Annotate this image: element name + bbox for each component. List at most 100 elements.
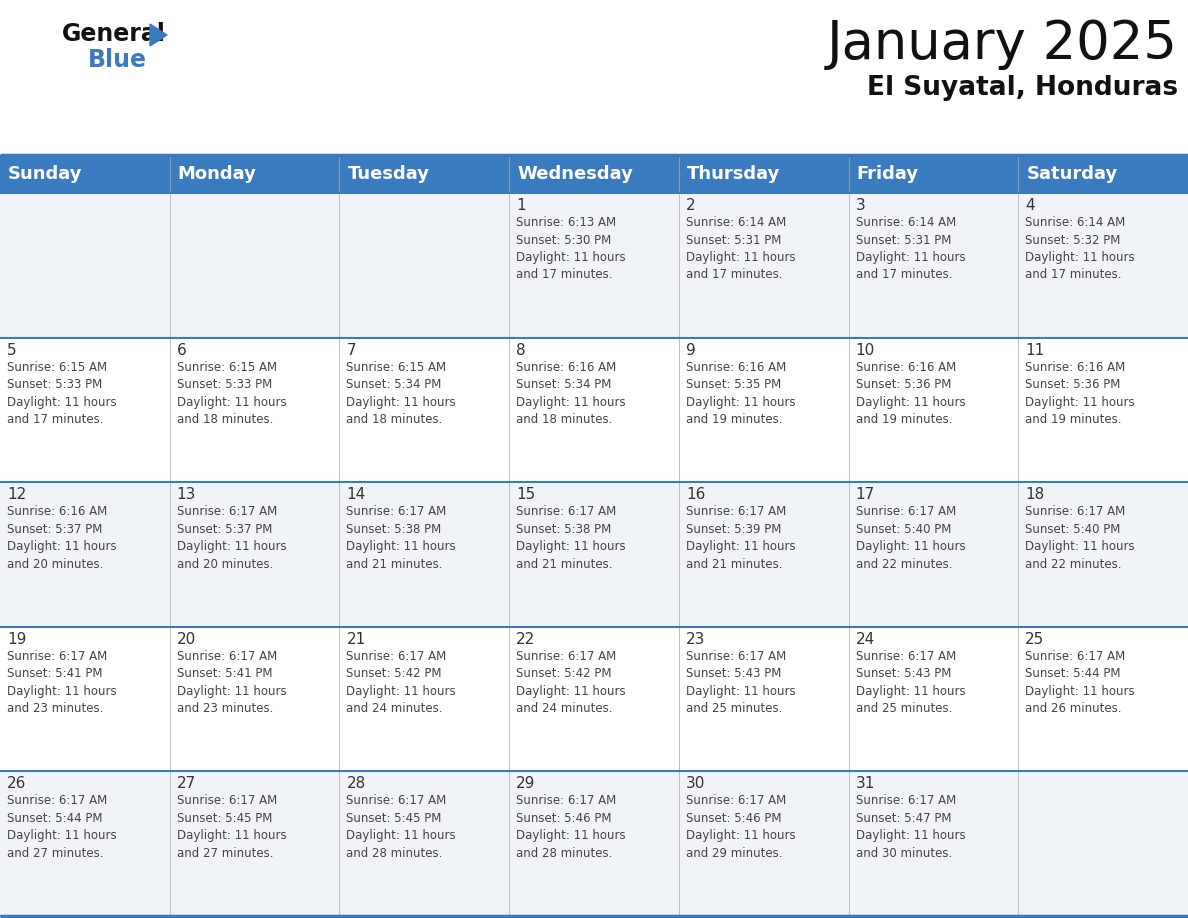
Bar: [340, 771, 510, 916]
Text: January 2025: January 2025: [827, 18, 1178, 70]
Text: Sunrise: 6:17 AM
Sunset: 5:41 PM
Daylight: 11 hours
and 23 minutes.: Sunrise: 6:17 AM Sunset: 5:41 PM Dayligh…: [177, 650, 286, 715]
Text: Sunrise: 6:15 AM
Sunset: 5:33 PM
Daylight: 11 hours
and 17 minutes.: Sunrise: 6:15 AM Sunset: 5:33 PM Dayligh…: [7, 361, 116, 426]
Bar: [1018, 193, 1188, 338]
Bar: [510, 193, 678, 338]
Bar: [1018, 627, 1188, 771]
Bar: [848, 627, 1018, 771]
Text: 20: 20: [177, 632, 196, 647]
Bar: [848, 482, 1018, 627]
Bar: [170, 338, 340, 482]
Bar: [510, 482, 678, 627]
Text: Sunday: Sunday: [8, 165, 82, 183]
Bar: [170, 193, 340, 338]
Text: Sunrise: 6:16 AM
Sunset: 5:36 PM
Daylight: 11 hours
and 19 minutes.: Sunrise: 6:16 AM Sunset: 5:36 PM Dayligh…: [855, 361, 965, 426]
Bar: [678, 771, 848, 916]
Text: 24: 24: [855, 632, 874, 647]
Bar: [1018, 771, 1188, 916]
Bar: [678, 627, 848, 771]
Bar: [848, 193, 1018, 338]
Text: 31: 31: [855, 777, 874, 791]
Bar: [510, 338, 678, 482]
Text: Saturday: Saturday: [1026, 165, 1118, 183]
Text: El Suyatal, Honduras: El Suyatal, Honduras: [867, 75, 1178, 101]
Text: 11: 11: [1025, 342, 1044, 358]
Text: 5: 5: [7, 342, 17, 358]
Text: Sunrise: 6:17 AM
Sunset: 5:43 PM
Daylight: 11 hours
and 25 minutes.: Sunrise: 6:17 AM Sunset: 5:43 PM Dayligh…: [855, 650, 965, 715]
Bar: [0, 627, 170, 771]
Text: 28: 28: [347, 777, 366, 791]
Bar: [848, 771, 1018, 916]
Text: 21: 21: [347, 632, 366, 647]
Text: 10: 10: [855, 342, 874, 358]
Text: Sunrise: 6:17 AM
Sunset: 5:39 PM
Daylight: 11 hours
and 21 minutes.: Sunrise: 6:17 AM Sunset: 5:39 PM Dayligh…: [685, 505, 796, 571]
Bar: [678, 482, 848, 627]
Text: Friday: Friday: [857, 165, 918, 183]
Text: Sunrise: 6:16 AM
Sunset: 5:36 PM
Daylight: 11 hours
and 19 minutes.: Sunrise: 6:16 AM Sunset: 5:36 PM Dayligh…: [1025, 361, 1135, 426]
Text: 3: 3: [855, 198, 865, 213]
Text: Sunrise: 6:17 AM
Sunset: 5:40 PM
Daylight: 11 hours
and 22 minutes.: Sunrise: 6:17 AM Sunset: 5:40 PM Dayligh…: [855, 505, 965, 571]
Text: Sunrise: 6:17 AM
Sunset: 5:38 PM
Daylight: 11 hours
and 21 minutes.: Sunrise: 6:17 AM Sunset: 5:38 PM Dayligh…: [347, 505, 456, 571]
Text: 15: 15: [516, 487, 536, 502]
Text: Sunrise: 6:15 AM
Sunset: 5:34 PM
Daylight: 11 hours
and 18 minutes.: Sunrise: 6:15 AM Sunset: 5:34 PM Dayligh…: [347, 361, 456, 426]
Text: 17: 17: [855, 487, 874, 502]
Text: 12: 12: [7, 487, 26, 502]
Text: 1: 1: [516, 198, 526, 213]
Bar: [848, 338, 1018, 482]
Bar: [340, 627, 510, 771]
Text: 16: 16: [685, 487, 706, 502]
Bar: [0, 338, 170, 482]
Text: Sunrise: 6:17 AM
Sunset: 5:37 PM
Daylight: 11 hours
and 20 minutes.: Sunrise: 6:17 AM Sunset: 5:37 PM Dayligh…: [177, 505, 286, 571]
Text: Sunrise: 6:16 AM
Sunset: 5:37 PM
Daylight: 11 hours
and 20 minutes.: Sunrise: 6:16 AM Sunset: 5:37 PM Dayligh…: [7, 505, 116, 571]
Text: 4: 4: [1025, 198, 1035, 213]
Text: Sunrise: 6:14 AM
Sunset: 5:31 PM
Daylight: 11 hours
and 17 minutes.: Sunrise: 6:14 AM Sunset: 5:31 PM Dayligh…: [855, 216, 965, 282]
Text: Sunrise: 6:17 AM
Sunset: 5:45 PM
Daylight: 11 hours
and 28 minutes.: Sunrise: 6:17 AM Sunset: 5:45 PM Dayligh…: [347, 794, 456, 860]
Text: Sunrise: 6:17 AM
Sunset: 5:46 PM
Daylight: 11 hours
and 28 minutes.: Sunrise: 6:17 AM Sunset: 5:46 PM Dayligh…: [516, 794, 626, 860]
Text: Sunrise: 6:17 AM
Sunset: 5:40 PM
Daylight: 11 hours
and 22 minutes.: Sunrise: 6:17 AM Sunset: 5:40 PM Dayligh…: [1025, 505, 1135, 571]
Text: 2: 2: [685, 198, 695, 213]
Text: 29: 29: [516, 777, 536, 791]
Text: Sunrise: 6:17 AM
Sunset: 5:45 PM
Daylight: 11 hours
and 27 minutes.: Sunrise: 6:17 AM Sunset: 5:45 PM Dayligh…: [177, 794, 286, 860]
Text: Sunrise: 6:17 AM
Sunset: 5:46 PM
Daylight: 11 hours
and 29 minutes.: Sunrise: 6:17 AM Sunset: 5:46 PM Dayligh…: [685, 794, 796, 860]
Text: Blue: Blue: [88, 48, 147, 72]
Text: Sunrise: 6:17 AM
Sunset: 5:47 PM
Daylight: 11 hours
and 30 minutes.: Sunrise: 6:17 AM Sunset: 5:47 PM Dayligh…: [855, 794, 965, 860]
Text: General: General: [62, 22, 166, 46]
Text: Sunrise: 6:17 AM
Sunset: 5:43 PM
Daylight: 11 hours
and 25 minutes.: Sunrise: 6:17 AM Sunset: 5:43 PM Dayligh…: [685, 650, 796, 715]
Text: 8: 8: [516, 342, 526, 358]
Text: 27: 27: [177, 777, 196, 791]
Text: 19: 19: [7, 632, 26, 647]
Bar: [510, 627, 678, 771]
Text: 14: 14: [347, 487, 366, 502]
Text: Sunrise: 6:17 AM
Sunset: 5:42 PM
Daylight: 11 hours
and 24 minutes.: Sunrise: 6:17 AM Sunset: 5:42 PM Dayligh…: [516, 650, 626, 715]
Bar: [340, 193, 510, 338]
Text: 23: 23: [685, 632, 706, 647]
Text: Sunrise: 6:17 AM
Sunset: 5:42 PM
Daylight: 11 hours
and 24 minutes.: Sunrise: 6:17 AM Sunset: 5:42 PM Dayligh…: [347, 650, 456, 715]
Text: Tuesday: Tuesday: [347, 165, 429, 183]
Text: Sunrise: 6:13 AM
Sunset: 5:30 PM
Daylight: 11 hours
and 17 minutes.: Sunrise: 6:13 AM Sunset: 5:30 PM Dayligh…: [516, 216, 626, 282]
Text: Sunrise: 6:17 AM
Sunset: 5:44 PM
Daylight: 11 hours
and 27 minutes.: Sunrise: 6:17 AM Sunset: 5:44 PM Dayligh…: [7, 794, 116, 860]
Text: Sunrise: 6:17 AM
Sunset: 5:44 PM
Daylight: 11 hours
and 26 minutes.: Sunrise: 6:17 AM Sunset: 5:44 PM Dayligh…: [1025, 650, 1135, 715]
Bar: [170, 482, 340, 627]
Text: 25: 25: [1025, 632, 1044, 647]
Bar: [0, 155, 1188, 193]
Text: Wednesday: Wednesday: [517, 165, 633, 183]
Bar: [510, 771, 678, 916]
Bar: [1018, 338, 1188, 482]
Bar: [340, 338, 510, 482]
Text: 26: 26: [7, 777, 26, 791]
Bar: [1018, 482, 1188, 627]
Text: 22: 22: [516, 632, 536, 647]
Text: 18: 18: [1025, 487, 1044, 502]
Bar: [0, 482, 170, 627]
Text: Thursday: Thursday: [687, 165, 781, 183]
Bar: [0, 771, 170, 916]
Bar: [678, 338, 848, 482]
Bar: [170, 627, 340, 771]
Text: 9: 9: [685, 342, 696, 358]
Text: 13: 13: [177, 487, 196, 502]
Text: Monday: Monday: [178, 165, 257, 183]
Polygon shape: [150, 24, 168, 46]
Text: 7: 7: [347, 342, 356, 358]
Text: Sunrise: 6:15 AM
Sunset: 5:33 PM
Daylight: 11 hours
and 18 minutes.: Sunrise: 6:15 AM Sunset: 5:33 PM Dayligh…: [177, 361, 286, 426]
Text: Sunrise: 6:16 AM
Sunset: 5:34 PM
Daylight: 11 hours
and 18 minutes.: Sunrise: 6:16 AM Sunset: 5:34 PM Dayligh…: [516, 361, 626, 426]
Text: Sunrise: 6:17 AM
Sunset: 5:41 PM
Daylight: 11 hours
and 23 minutes.: Sunrise: 6:17 AM Sunset: 5:41 PM Dayligh…: [7, 650, 116, 715]
